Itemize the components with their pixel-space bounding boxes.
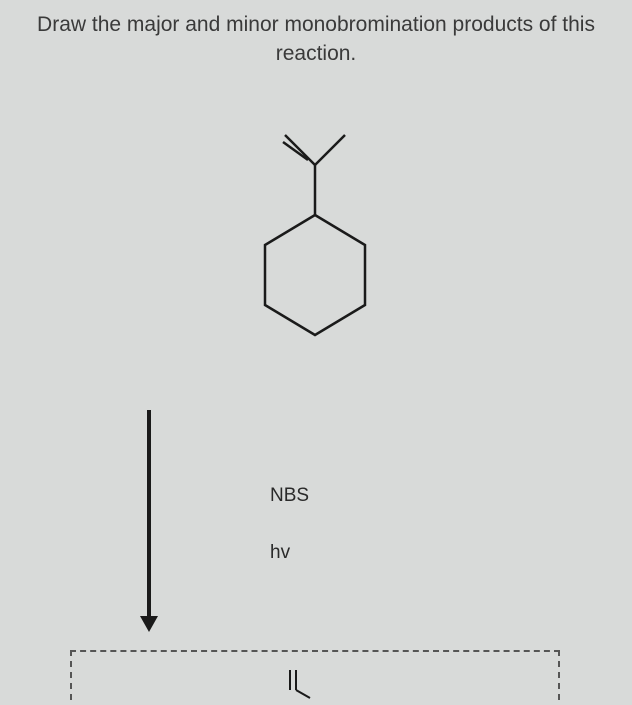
question-line-1: Draw the major and minor monobromination… bbox=[37, 13, 595, 36]
molecule-svg bbox=[230, 130, 400, 350]
methylene-bond-2 bbox=[315, 135, 345, 165]
methylene-bond-1 bbox=[285, 135, 315, 165]
cyclohexane-ring bbox=[265, 215, 365, 335]
partial-svg bbox=[280, 670, 320, 700]
question-prompt: Draw the major and minor monobromination… bbox=[0, 0, 632, 69]
reagent-nbs: NBS bbox=[270, 485, 309, 507]
starting-material-structure bbox=[230, 130, 400, 350]
reaction-arrow bbox=[134, 405, 164, 640]
reagent-labels: NBS hv bbox=[270, 485, 309, 599]
arrow-head bbox=[140, 616, 158, 632]
arrow-svg bbox=[134, 405, 164, 635]
question-line-2: reaction. bbox=[276, 42, 357, 65]
reagent-hv: hv bbox=[270, 542, 309, 564]
